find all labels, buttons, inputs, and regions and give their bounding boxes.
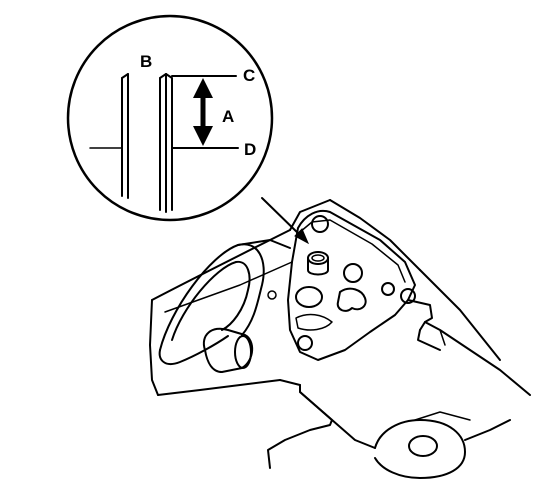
knob (202, 327, 254, 373)
cover-plate (267, 209, 433, 361)
port-hole (343, 263, 363, 283)
magnifier-circle (66, 14, 274, 222)
leader-arrow (261, 197, 310, 245)
bolt-hole-top-left (311, 215, 329, 233)
lower-bracket (267, 384, 471, 479)
right-edges (417, 321, 531, 441)
mount-hole (408, 435, 438, 457)
center-port (295, 286, 323, 308)
small-hole (381, 282, 395, 296)
bolt-hole-bottom (297, 335, 313, 351)
pin-hole (267, 290, 277, 300)
section-walls (121, 73, 173, 213)
label-a: A (222, 107, 234, 126)
housing-outline (149, 199, 501, 396)
lower-passage (295, 313, 333, 331)
label-c: C (243, 66, 255, 85)
bolt-hole-right (400, 288, 416, 304)
label-d: D (244, 140, 256, 159)
check-pin (307, 251, 329, 276)
reference-lines (89, 75, 239, 149)
label-b: B (140, 52, 152, 71)
measurement-arrow (193, 78, 213, 146)
oil-passage (336, 287, 367, 312)
loop-bracket (158, 239, 291, 366)
